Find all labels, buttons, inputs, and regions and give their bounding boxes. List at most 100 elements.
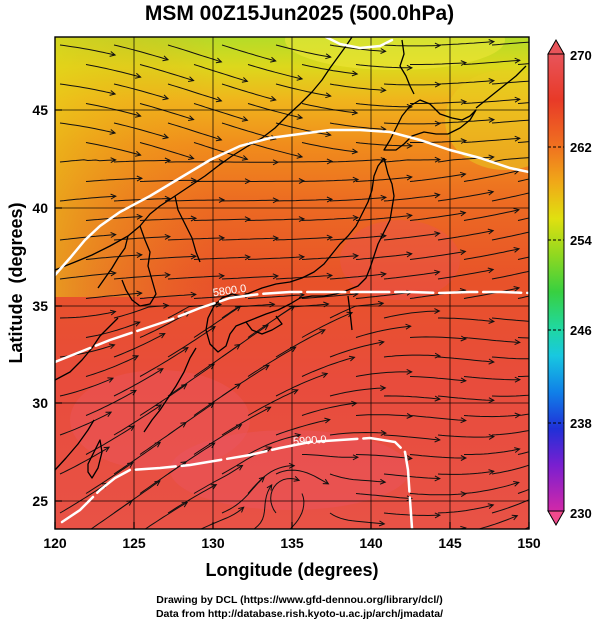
streamline-arrow xyxy=(135,111,142,118)
streamline-arrow xyxy=(487,189,495,196)
streamline xyxy=(139,217,197,221)
lon-tick-label: 145 xyxy=(438,535,462,551)
streamline xyxy=(167,484,217,514)
streamline-arrow xyxy=(244,216,252,223)
streamline-arrow xyxy=(266,484,273,491)
streamline-arrow xyxy=(107,377,115,383)
streamline-arrow xyxy=(514,447,521,453)
streamline xyxy=(85,389,137,416)
streamline-arrow xyxy=(434,120,442,127)
colorbar-label: 262 xyxy=(570,140,592,155)
streamline-arrow xyxy=(215,96,223,103)
streamline xyxy=(355,253,412,260)
streamline-arrow xyxy=(292,389,299,395)
streamline xyxy=(90,500,133,529)
streamline-arrow xyxy=(434,512,442,519)
streamline-arrow xyxy=(460,455,468,461)
streamline-arrow xyxy=(378,520,386,527)
streamline-arrow xyxy=(263,364,270,371)
streamline xyxy=(409,454,466,459)
x-axis-label: Longitude (degrees) xyxy=(205,560,378,580)
streamline xyxy=(221,83,276,101)
colorbar-label: 270 xyxy=(570,48,592,63)
streamline-arrow xyxy=(326,234,334,241)
streamline xyxy=(85,292,142,299)
streamline xyxy=(85,462,134,494)
streamline xyxy=(113,333,166,358)
streamline-arrow xyxy=(543,117,548,122)
streamline xyxy=(253,484,273,529)
streamline-arrow xyxy=(513,481,520,487)
streamline-arrow xyxy=(543,78,548,83)
map-gridlines xyxy=(55,37,529,529)
streamline xyxy=(113,83,169,100)
streamline-arrow xyxy=(488,358,495,365)
streamline-arrow xyxy=(567,167,573,172)
streamline-arrow xyxy=(272,235,280,242)
streamline xyxy=(247,389,298,416)
streamline-arrow xyxy=(162,302,170,309)
streamline xyxy=(221,275,278,280)
streamline xyxy=(437,191,494,202)
coastlines xyxy=(55,37,527,479)
streamline xyxy=(463,376,520,381)
streamline xyxy=(383,473,440,480)
streamline-arrow xyxy=(352,176,360,183)
contour-label-5800: 5800.0 xyxy=(212,283,247,300)
streamline-arrow xyxy=(157,368,164,374)
streamline-arrow xyxy=(543,154,548,159)
streamline-arrow xyxy=(136,252,143,259)
streamline xyxy=(85,425,135,455)
streamline-arrow xyxy=(380,157,388,164)
streamline xyxy=(476,515,518,529)
streamline-arrow xyxy=(434,192,441,199)
streamline-arrow xyxy=(321,372,329,378)
streamline xyxy=(301,179,359,182)
streamline-arrow xyxy=(190,253,198,260)
streamline xyxy=(275,122,331,136)
streamline xyxy=(437,80,494,85)
streamline-arrow xyxy=(514,376,522,383)
streamline-arrow xyxy=(406,368,413,375)
streamline xyxy=(329,387,386,397)
streamline-arrow xyxy=(136,290,143,297)
streamline xyxy=(355,176,412,182)
streamline xyxy=(139,142,194,160)
streamline xyxy=(517,63,529,65)
streamline-arrow xyxy=(377,300,385,307)
streamline-arrow xyxy=(110,193,117,200)
streamline xyxy=(270,477,300,514)
streamline-arrow xyxy=(136,175,144,182)
streamline xyxy=(167,326,216,358)
streamline-arrow xyxy=(348,355,356,362)
streamline-arrow xyxy=(135,72,142,79)
streamline xyxy=(275,236,332,241)
streamline xyxy=(221,44,276,62)
streamline-arrow xyxy=(190,215,198,222)
streamline-arrow xyxy=(244,254,252,261)
streamline xyxy=(193,383,241,416)
streamline-arrow xyxy=(407,534,412,539)
streamline xyxy=(383,354,440,358)
streamline-arrow xyxy=(319,329,326,335)
streamline xyxy=(329,341,384,358)
streamline-arrow xyxy=(406,142,414,149)
streamline xyxy=(491,464,529,475)
streamline xyxy=(247,64,303,80)
streamline-arrow xyxy=(539,493,545,498)
streamline xyxy=(437,230,494,241)
streamline-arrow xyxy=(514,339,521,346)
map-title: MSM 00Z15Jun2025 (500.0hPa) xyxy=(144,2,455,25)
streamline xyxy=(85,321,140,338)
streamline-arrow xyxy=(406,495,413,502)
streamline-arrow xyxy=(235,424,243,430)
streamline xyxy=(139,347,189,377)
streamline xyxy=(437,504,494,514)
streamline-arrow xyxy=(513,286,521,292)
streamline-arrow xyxy=(541,187,547,192)
streamline-arrow xyxy=(543,320,548,325)
streamline-arrow xyxy=(406,412,414,419)
streamline xyxy=(355,291,412,299)
streamline-arrow xyxy=(136,213,144,220)
streamline-arrow xyxy=(272,273,280,280)
